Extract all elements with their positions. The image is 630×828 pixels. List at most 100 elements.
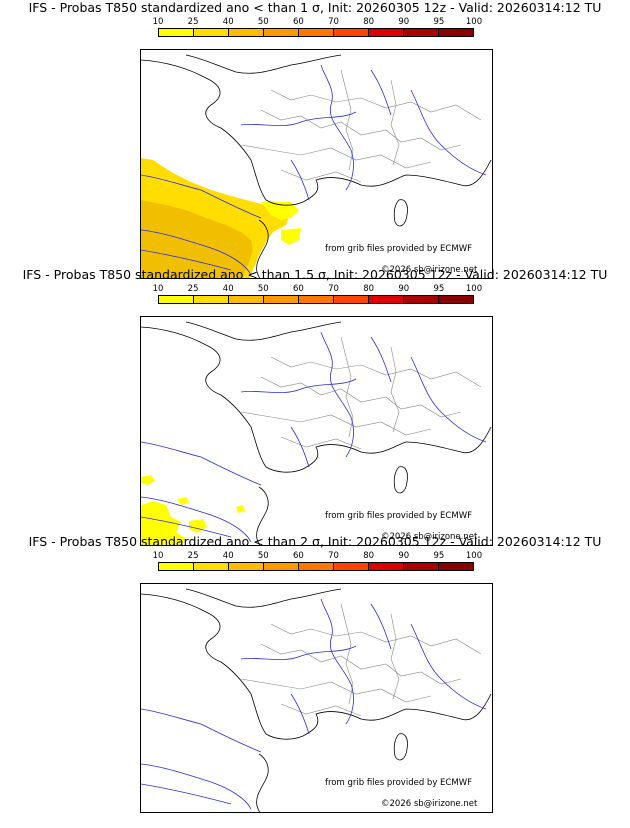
colorbar-tick: 100	[465, 551, 483, 561]
colorbar-tick: 90	[398, 551, 410, 561]
colorbar-tick: 95	[433, 284, 445, 294]
colorbar-swatches	[158, 28, 474, 37]
colorbar-swatch	[404, 29, 439, 36]
colorbar-tick: 10	[152, 17, 164, 27]
coastline	[185, 54, 342, 74]
colorbar: 10 25 40 50 60 70 80 90 95 100	[153, 284, 483, 304]
colorbar-tick: 25	[187, 17, 199, 27]
colorbar-tick: 80	[363, 551, 375, 561]
coastline	[256, 753, 269, 812]
colorbar-swatch	[194, 563, 229, 570]
coastline	[141, 59, 492, 206]
colorbar-swatch	[299, 563, 334, 570]
panel-title: IFS - Probas T850 standardized ano < tha…	[28, 0, 602, 15]
colorbar-swatch	[194, 29, 229, 36]
map-view: from grib files provided by ECMWF ©2026 …	[140, 583, 493, 813]
colorbar-tick: 80	[363, 284, 375, 294]
map-canvas: from grib files provided by ECMWF ©2026 …	[141, 321, 492, 545]
colorbar-swatch	[439, 296, 473, 303]
colorbar-swatch	[439, 29, 473, 36]
colorbar-swatch	[404, 563, 439, 570]
colorbar: 10 25 40 50 60 70 80 90 95 100	[153, 551, 483, 571]
probability-area	[177, 497, 189, 505]
colorbar-swatch	[299, 29, 334, 36]
colorbar-swatch	[334, 29, 369, 36]
colorbar-swatch	[159, 296, 194, 303]
colorbar-tick: 25	[187, 551, 199, 561]
colorbar-swatch	[229, 296, 264, 303]
colorbar-tick: 40	[222, 551, 234, 561]
probability-area	[141, 475, 155, 485]
coastline	[141, 593, 492, 740]
panel-title: IFS - Probas T850 standardized ano < tha…	[22, 267, 608, 282]
probability-area-yellow	[261, 202, 299, 220]
colorbar-ticks: 10 25 40 50 60 70 80 90 95 100	[153, 551, 483, 562]
map-canvas: from grib files provided by ECMWF ©2026 …	[141, 54, 492, 278]
coastline	[256, 486, 269, 545]
copyright-text: ©2026 sb@irizone.net	[381, 265, 478, 275]
corsica-outline	[393, 466, 408, 494]
colorbar-tick: 100	[465, 284, 483, 294]
colorbar-swatch	[334, 296, 369, 303]
colorbar-swatch	[369, 296, 404, 303]
map-view: from grib files provided by ECMWF ©2026 …	[140, 316, 493, 546]
colorbar-tick: 70	[328, 284, 339, 294]
coastline	[185, 588, 342, 608]
colorbar-tick: 90	[398, 17, 410, 27]
colorbar-swatches	[158, 562, 474, 571]
colorbar-tick: 100	[465, 17, 483, 27]
map-view: from grib files provided by ECMWF ©2026 …	[140, 49, 493, 279]
colorbar-tick: 70	[328, 17, 339, 27]
map-canvas: from grib files provided by ECMWF ©2026 …	[141, 588, 492, 812]
colorbar-swatch	[299, 296, 334, 303]
colorbar-swatch	[264, 29, 299, 36]
probability-area-yellow	[281, 228, 301, 245]
colorbar-tick: 10	[152, 551, 164, 561]
panel-title: IFS - Probas T850 standardized ano < tha…	[28, 534, 602, 549]
colorbar-ticks: 10 25 40 50 60 70 80 90 95 100	[153, 17, 483, 28]
colorbar: 10 25 40 50 60 70 80 90 95 100	[153, 17, 483, 37]
probability-area-inner	[141, 200, 253, 278]
colorbar-swatch	[194, 296, 229, 303]
credit-text: from grib files provided by ECMWF	[325, 511, 472, 521]
colorbar-swatch	[159, 29, 194, 36]
copyright-text: ©2026 sb@irizone.net	[381, 799, 478, 809]
probability-area	[236, 505, 245, 513]
probability-area	[189, 519, 207, 533]
colorbar-tick: 25	[187, 284, 199, 294]
colorbar-tick: 60	[293, 17, 304, 27]
colorbar-swatch	[264, 563, 299, 570]
colorbar-swatches	[158, 295, 474, 304]
probability-area	[141, 501, 186, 545]
colorbar-tick: 60	[293, 284, 304, 294]
colorbar-tick: 95	[433, 17, 445, 27]
colorbar-swatch	[369, 563, 404, 570]
credit-text: from grib files provided by ECMWF	[325, 778, 472, 788]
colorbar-tick: 70	[328, 551, 339, 561]
coastline	[185, 321, 342, 341]
colorbar-swatch	[159, 563, 194, 570]
corsica-outline	[393, 199, 408, 227]
colorbar-swatch	[369, 29, 404, 36]
colorbar-tick: 50	[257, 284, 269, 294]
colorbar-swatch	[404, 296, 439, 303]
colorbar-ticks: 10 25 40 50 60 70 80 90 95 100	[153, 284, 483, 295]
colorbar-tick: 10	[152, 284, 164, 294]
colorbar-swatch	[439, 563, 473, 570]
colorbar-tick: 40	[222, 284, 234, 294]
credit-text: from grib files provided by ECMWF	[325, 244, 472, 254]
colorbar-tick: 90	[398, 284, 410, 294]
colorbar-swatch	[264, 296, 299, 303]
corsica-outline	[393, 733, 408, 761]
colorbar-swatch	[334, 563, 369, 570]
coastline	[141, 326, 492, 473]
colorbar-swatch	[229, 563, 264, 570]
colorbar-tick: 80	[363, 17, 375, 27]
colorbar-tick: 60	[293, 551, 304, 561]
copyright-text: ©2026 sb@irizone.net	[381, 532, 478, 542]
colorbar-tick: 50	[257, 551, 269, 561]
colorbar-tick: 95	[433, 551, 445, 561]
colorbar-tick: 50	[257, 17, 269, 27]
colorbar-swatch	[229, 29, 264, 36]
coastline	[256, 219, 269, 278]
